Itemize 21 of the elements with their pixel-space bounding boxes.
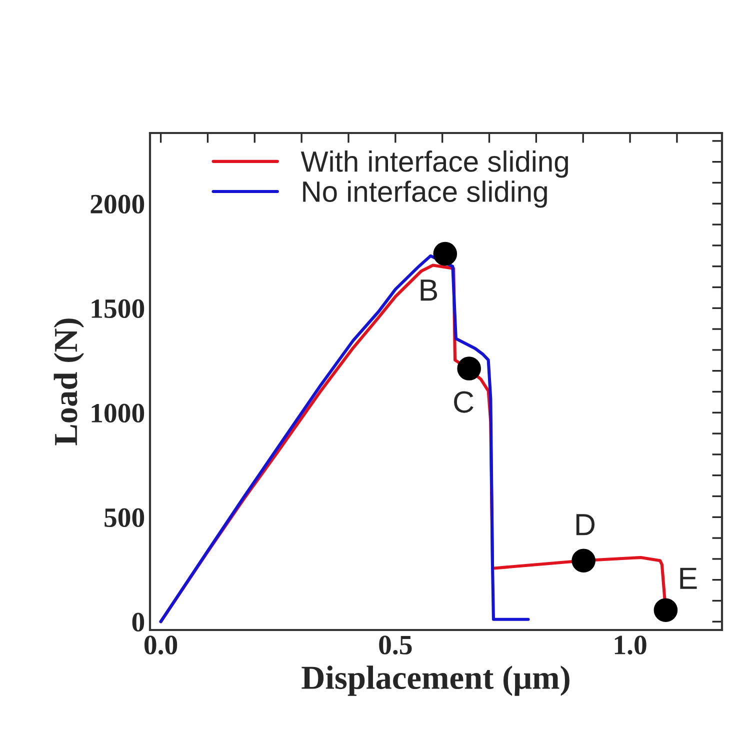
annotation: B [420, 280, 438, 301]
point [433, 242, 458, 266]
annotation: E [680, 568, 697, 589]
x-tick-label: 1.0 [614, 636, 646, 655]
y-axis-title: Load (N) [54, 318, 84, 446]
annotation: C [454, 391, 474, 413]
y-tick-label: 0 [132, 612, 144, 632]
line-series [159, 254, 530, 624]
x-tick-label: 0.5 [379, 636, 412, 655]
y-tick-label: 1000 [92, 404, 144, 423]
point [572, 548, 596, 573]
point [457, 356, 481, 380]
y-tick-label: 500 [104, 508, 144, 528]
y-tick-label: 1500 [92, 299, 144, 318]
x-tick-label: 0.0 [144, 636, 178, 655]
x-axis-title: Displacement (μm) [302, 666, 570, 696]
annotation: D [576, 514, 595, 536]
legend-label: No interface sliding [303, 180, 547, 208]
point [654, 598, 678, 622]
legend-label: With interface sliding [300, 150, 568, 178]
y-tick-label: 2000 [90, 194, 144, 214]
